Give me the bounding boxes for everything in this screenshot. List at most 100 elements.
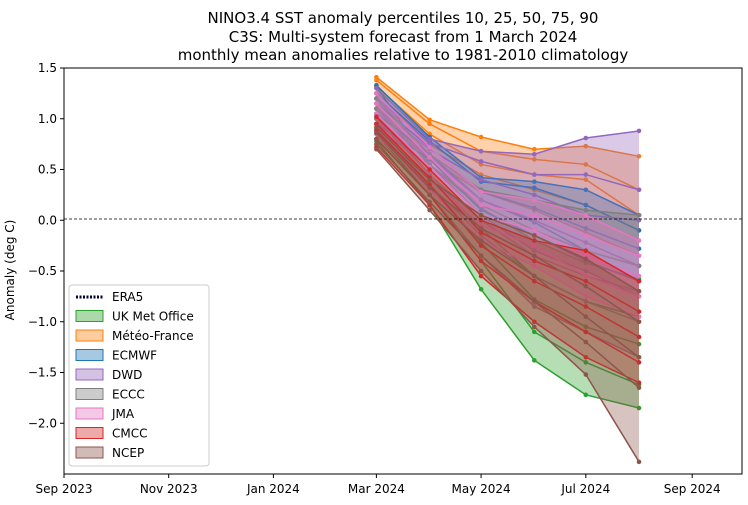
series-line-p50 [375, 85, 640, 216]
data-point [478, 212, 484, 218]
data-point [532, 179, 537, 184]
data-point [374, 124, 379, 130]
data-point [583, 294, 589, 299]
y-tick-label: −1.0 [28, 315, 57, 329]
data-point [478, 243, 484, 248]
data-point [427, 207, 432, 213]
legend-label: ECCC [112, 388, 145, 402]
data-point [583, 283, 589, 289]
legend-label: CMCC [112, 427, 148, 441]
series-line-p50 [375, 118, 640, 293]
x-tick-label: May 2024 [452, 482, 511, 496]
data-point [636, 334, 642, 340]
data-point [374, 114, 379, 120]
series-line-p10 [375, 148, 640, 463]
series-line-p90 [375, 92, 640, 242]
data-point [583, 177, 589, 182]
data-point [532, 185, 537, 191]
data-point [532, 263, 537, 269]
legend-label: JMA [111, 407, 135, 421]
data-point [636, 128, 642, 134]
data-point [532, 205, 537, 211]
data-point [583, 392, 589, 398]
data-point [374, 91, 379, 96]
series-line-p90 [375, 87, 640, 156]
legend-label: DWD [112, 368, 142, 382]
data-point [532, 212, 537, 218]
data-point [532, 253, 537, 259]
legend-swatch [75, 446, 104, 459]
data-point [583, 143, 589, 149]
y-tick-label: 0.0 [38, 213, 57, 227]
data-point [374, 106, 379, 111]
legend-swatch [75, 388, 104, 400]
x-tick-label: Jan 2024 [246, 482, 300, 496]
series-line-p75 [375, 97, 640, 191]
series-line-p75 [375, 123, 640, 313]
data-point [478, 273, 484, 279]
data-point [583, 268, 589, 274]
data-point [583, 273, 589, 279]
series-line-p90 [375, 97, 640, 216]
data-point [636, 228, 642, 233]
data-point [532, 358, 537, 363]
legend-item-ncep: NCEP [75, 446, 144, 460]
data-point [532, 151, 537, 157]
data-point [532, 233, 537, 238]
data-point [478, 197, 484, 203]
x-tick-label: Jul 2024 [560, 482, 610, 496]
series-line-p90 [375, 84, 640, 216]
data-point [532, 238, 537, 243]
data-point [374, 101, 379, 106]
data-point [374, 86, 379, 91]
series-line-p50 [375, 113, 640, 277]
data-point [583, 304, 589, 309]
data-point [636, 405, 642, 411]
legend-item-uk-met-office: UK Met Office [75, 310, 194, 324]
data-point [532, 248, 537, 253]
data-point [427, 121, 432, 127]
y-tick-label: −2.0 [28, 416, 57, 430]
x-tick-label: Nov 2023 [140, 482, 198, 496]
y-tick-label: 1.0 [38, 112, 57, 126]
data-point [636, 459, 642, 465]
data-point [636, 341, 642, 347]
series-line-p75 [375, 132, 640, 323]
legend-label: UK Met Office [112, 310, 194, 324]
x-tick-label: Sep 2023 [36, 482, 93, 496]
legend-swatch [75, 407, 104, 420]
data-point [583, 372, 589, 377]
legend-label: ECMWF [112, 349, 157, 363]
data-point [478, 189, 484, 195]
data-point [583, 354, 589, 360]
data-point [636, 187, 642, 193]
legend-item-eccc: ECCC [75, 388, 145, 402]
legend-swatch [75, 427, 104, 439]
data-point [532, 299, 537, 304]
data-point [427, 155, 432, 160]
y-tick-label: 0.5 [38, 163, 57, 177]
data-point [636, 253, 642, 259]
plot-series [374, 74, 642, 465]
data-point [583, 135, 589, 141]
data-point [374, 74, 379, 80]
legend-item-dwd: DWD [75, 368, 142, 382]
data-point [583, 278, 589, 284]
y-tick-label: −1.5 [28, 366, 57, 380]
data-point [583, 329, 589, 335]
legend-label: Météo-France [112, 329, 194, 343]
data-point [583, 162, 589, 167]
data-point [478, 159, 484, 164]
data-point [636, 385, 642, 391]
data-point [636, 314, 642, 319]
data-point [636, 263, 642, 269]
data-point [478, 148, 484, 154]
y-axis-ticks: 1.5 1.0 0.5 0.0 −0.5 −1.0 −1.5 −2.0 [28, 61, 64, 430]
data-point [532, 278, 537, 284]
data-point [478, 258, 484, 264]
data-point [583, 207, 589, 213]
data-point [478, 177, 484, 182]
data-point [532, 329, 537, 335]
data-point [478, 238, 484, 243]
